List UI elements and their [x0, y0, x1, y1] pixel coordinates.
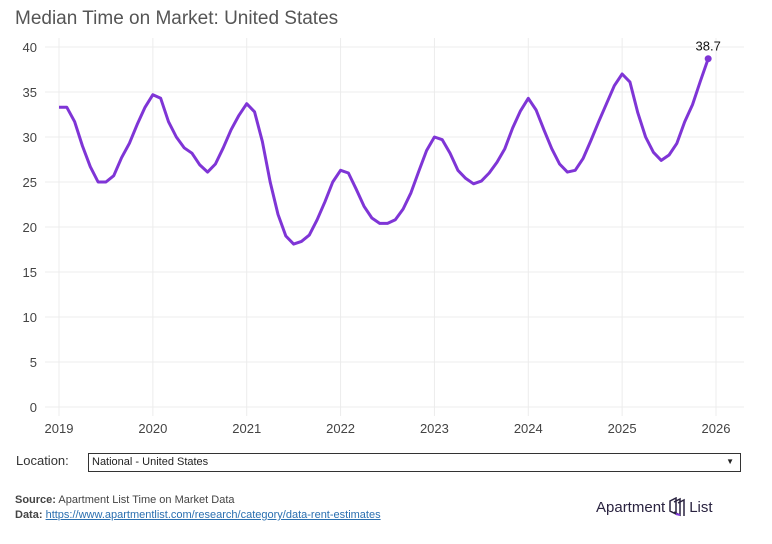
- location-value: National - United States: [92, 456, 209, 468]
- y-tick-label: 20: [23, 220, 37, 235]
- x-tick-label: 2020: [138, 421, 167, 436]
- chevron-down-icon: ▼: [726, 457, 734, 466]
- logo-text-left: Apartment: [596, 498, 666, 516]
- location-select[interactable]: National - United States ▼: [88, 453, 741, 472]
- y-tick-label: 10: [23, 310, 37, 325]
- apartment-list-logo: Apartment List: [596, 497, 713, 517]
- source-label: Source:: [15, 494, 56, 506]
- y-tick-label: 40: [23, 40, 37, 55]
- chart-title: Median Time on Market: United States: [15, 8, 339, 29]
- y-tick-label: 30: [23, 130, 37, 145]
- x-tick-label: 2026: [702, 421, 731, 436]
- y-tick-label: 5: [30, 355, 37, 370]
- logo-text-right: List: [689, 498, 713, 516]
- y-tick-label: 0: [30, 400, 37, 415]
- last-data-point: [704, 55, 712, 63]
- data-label: Data:: [15, 509, 43, 521]
- x-tick-label: 2025: [608, 421, 637, 436]
- y-tick-label: 25: [23, 175, 37, 190]
- series-line: [59, 58, 710, 246]
- x-tick-label: 2021: [232, 421, 261, 436]
- logo-mark-icon: [669, 497, 685, 517]
- x-tick-label: 2022: [326, 421, 355, 436]
- x-tick-label: 2023: [420, 421, 449, 436]
- source-text: Apartment List Time on Market Data: [58, 494, 235, 506]
- location-label: Location:: [16, 453, 69, 468]
- x-tick-label: 2019: [45, 421, 74, 436]
- y-tick-label: 35: [23, 85, 37, 100]
- source-notes: Source: Apartment List Time on Market Da…: [15, 493, 381, 523]
- y-tick-label: 15: [23, 265, 37, 280]
- data-link[interactable]: https://www.apartmentlist.com/research/c…: [45, 509, 381, 521]
- x-tick-label: 2024: [514, 421, 543, 436]
- last-value-label: 38.7: [696, 39, 721, 54]
